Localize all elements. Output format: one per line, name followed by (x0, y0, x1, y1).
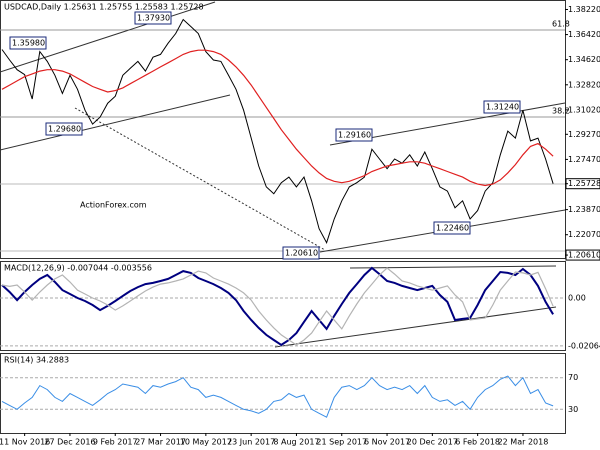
x-tick-label: 8 Aug 2017 (273, 438, 319, 447)
rsi-frame (0, 353, 566, 434)
annotation: 1.22460 (436, 224, 469, 233)
x-tick-label: 9 Feb 2017 (93, 438, 138, 447)
trend-line (0, 94, 231, 151)
panel-title: MACD(12,26,9) -0.007044 -0.003556 (4, 264, 152, 273)
series-line (1, 266, 554, 347)
series-line (1, 375, 554, 418)
y-tick-label: 1.23870 (568, 205, 600, 214)
x-tick-label: 10 May 2017 (180, 438, 232, 447)
annotation-box (483, 100, 521, 114)
annotation-box (9, 36, 47, 50)
trend-line (274, 306, 557, 348)
chart-title: USDCAD,Daily 1.25631 1.25755 1.25583 1.2… (4, 3, 204, 12)
y-tick-label: 1.31020 (568, 105, 600, 114)
annotation: 1.29680 (48, 125, 81, 134)
y-tick-label: 1.20610 (568, 251, 600, 260)
x-tick-label: 23 Jun 2017 (227, 438, 275, 447)
annotation-box (134, 11, 172, 25)
x-tick-label: 11 Nov 2016 (0, 438, 50, 447)
y-tick-label: 0.00 (568, 293, 586, 302)
x-tick-label: 27 Dec 2016 (44, 438, 95, 447)
series-line (1, 267, 554, 346)
y-tick-label: 1.25728 (568, 179, 600, 188)
x-tick-label: 6 Nov 2017 (364, 438, 410, 447)
annotation: 38.2 (552, 107, 570, 116)
annotation-box (45, 122, 83, 136)
x-tick-label: 20 Dec 2017 (407, 438, 458, 447)
panel-title: RSI(14) 34.2883 (4, 356, 69, 365)
y-tick-label: 1.36420 (568, 30, 600, 39)
x-tick-label: 27 Mar 2017 (135, 438, 186, 447)
annotation-box (433, 221, 471, 235)
annotation-box (282, 246, 320, 260)
y-tick-label: 1.38220 (568, 5, 600, 14)
trend-line (349, 265, 557, 269)
series-line (1, 49, 554, 187)
x-tick-label: 22 Mar 2018 (498, 438, 549, 447)
annotation-box (335, 128, 373, 142)
annotation: 1.20610 (285, 249, 318, 258)
y-tick-label: -0.020648 (568, 341, 600, 350)
x-tick-label: 21 Sep 2017 (316, 438, 367, 447)
y-tick-label: 1.29270 (568, 130, 600, 139)
annotation: 1.29160 (338, 131, 371, 140)
annotation: 1.37930 (137, 14, 170, 23)
y-tick-label: 30 (568, 405, 578, 414)
annotation: 1.31240 (486, 103, 519, 112)
annotation: 1.35980 (12, 39, 45, 48)
y-tick-label: 70 (568, 373, 578, 382)
y-tick-label: 1.27470 (568, 155, 600, 164)
macd-frame (0, 261, 566, 351)
y-tick-label: 1.22070 (568, 230, 600, 239)
annotation: 61.8 (552, 20, 570, 29)
x-tick-label: 6 Feb 2018 (455, 438, 500, 447)
y-tick-label: 1.34620 (568, 55, 600, 64)
series-line (1, 18, 554, 244)
trend-line (0, 1, 216, 73)
watermark: ActionForex.com (80, 201, 147, 210)
y-tick-label: 1.32820 (568, 80, 600, 89)
